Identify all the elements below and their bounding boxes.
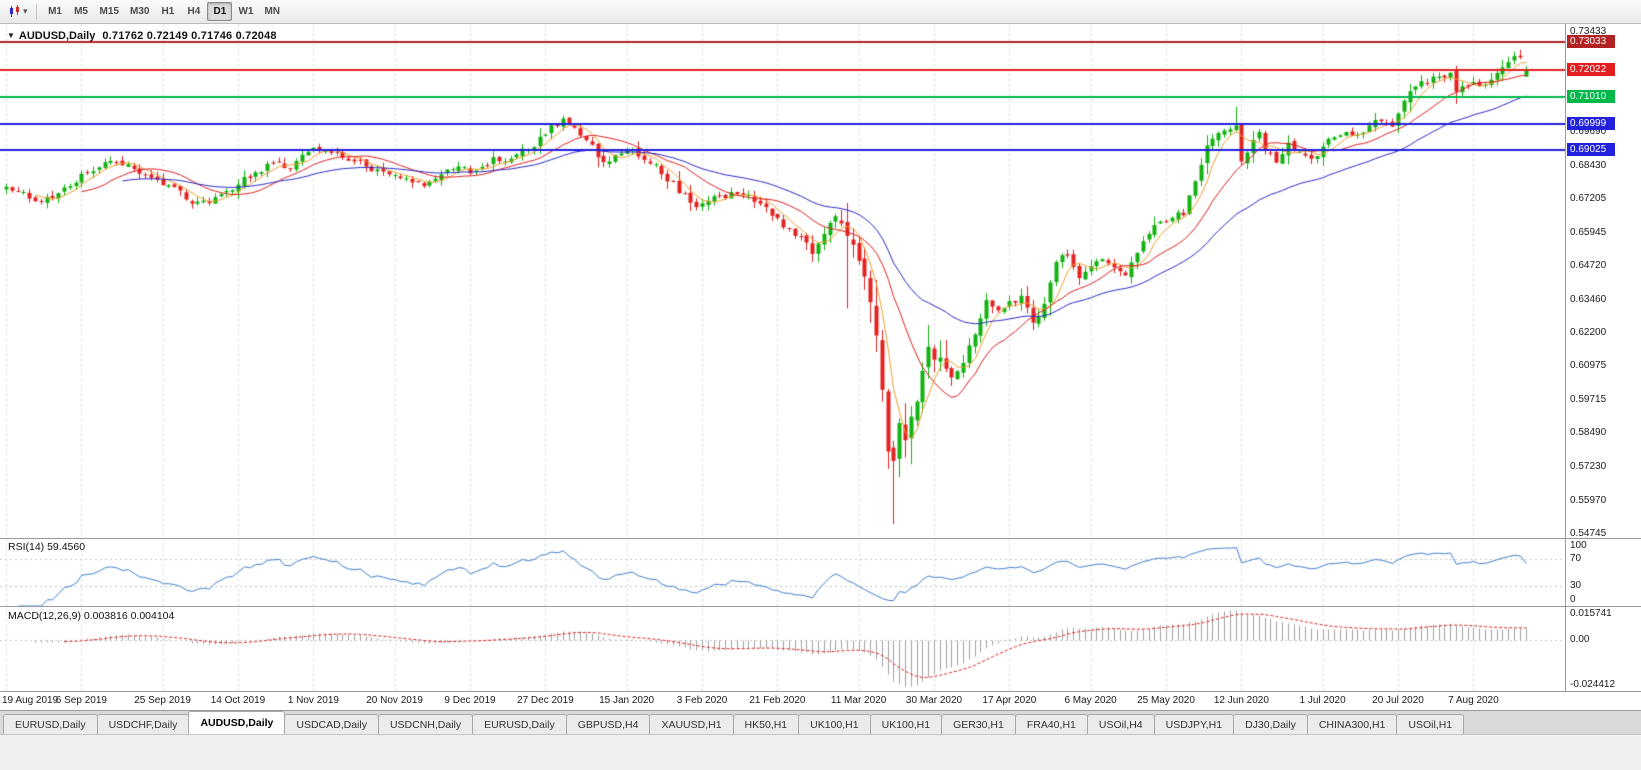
chart-tab-eurusd-daily[interactable]: EURUSD,Daily — [472, 714, 567, 734]
chart-tab-usdcad-daily[interactable]: USDCAD,Daily — [284, 714, 379, 734]
chart-tab-dj30-daily[interactable]: DJ30,Daily — [1233, 714, 1308, 734]
time-tick-label: 25 Sep 2019 — [134, 695, 191, 706]
time-tick-label: 30 Mar 2020 — [905, 695, 963, 706]
time-axis-separator — [0, 691, 1641, 692]
chart-tab-audusd-daily[interactable]: AUDUSD,Daily — [188, 711, 286, 734]
time-tick-label: 11 Mar 2020 — [830, 695, 887, 706]
price-tick-label: 0.59715 — [1570, 394, 1607, 406]
time-axis[interactable]: 19 Aug 2019 6 Sep 2019 25 Sep 2019 14 Oct 2… — [0, 692, 1641, 710]
chart-tab-usoil-h1[interactable]: USOil,H1 — [1396, 714, 1465, 734]
macd-tick-label: -0.024412 — [1570, 679, 1616, 690]
rsi-tick-label: 100 — [1570, 540, 1587, 551]
price-axis-border — [1565, 24, 1566, 691]
price-tick-label: 0.69690 — [1570, 126, 1607, 138]
price-tick-label: 0.57230 — [1570, 460, 1607, 472]
price-tick-label: 0.67205 — [1570, 192, 1607, 204]
price-tick-label: 0.63460 — [1570, 293, 1607, 305]
chart-tab-eurusd-daily[interactable]: EURUSD,Daily — [3, 714, 98, 734]
time-tick-label: 27 Dec 2019 — [517, 695, 574, 706]
chart-tab-uk100-h1[interactable]: UK100,H1 — [869, 714, 943, 734]
time-tick-label: 3 Feb 2020 — [676, 695, 728, 706]
time-tick-label: 21 Feb 2020 — [749, 695, 806, 706]
price-tick-label: 0.68430 — [1570, 160, 1607, 172]
status-bar — [0, 734, 1641, 770]
rsi-indicator-label: RSI(14) 59.4560 — [8, 541, 86, 553]
chart-tab-gbpusd-h4[interactable]: GBPUSD,H4 — [565, 714, 651, 734]
chart-marker-icon: ▼ — [7, 31, 15, 40]
chart-tab-fra40-h1[interactable]: FRA40,H1 — [1014, 714, 1088, 734]
rsi-tick-label: 0 — [1570, 594, 1576, 605]
price-line-badge[interactable]: 0.72022 — [1567, 62, 1615, 76]
timeframe-button-m1[interactable]: M1 — [48, 6, 62, 17]
timeframe-toolbar: M1 M5 M15 M30 H1 H4 D1 W1 MN — [43, 2, 285, 21]
chart-tabs-bar: EURUSD,Daily USDCHF,Daily AUDUSD,Daily USDC… — [0, 710, 1641, 734]
time-tick-label: 7 Aug 2020 — [1448, 695, 1499, 706]
price-tick-label: 0.62200 — [1570, 327, 1607, 339]
timeframe-button-w1[interactable]: W1 — [238, 6, 254, 17]
chart-symbol-label: AUDUSD,Daily — [18, 30, 96, 42]
timeframe-button-h1[interactable]: H1 — [161, 6, 175, 17]
timeframe-button-m5[interactable]: M5 — [74, 6, 88, 17]
chart-tab-usdchf-daily[interactable]: USDCHF,Daily — [96, 714, 190, 734]
time-tick-label: 9 Dec 2019 — [444, 695, 496, 706]
rsi-panel-separator[interactable] — [0, 538, 1641, 539]
toolbar-separator — [35, 3, 37, 20]
time-tick-label: 1 Nov 2019 — [287, 695, 339, 706]
macd-panel-separator[interactable] — [0, 606, 1641, 607]
timeframe-button-mn[interactable]: MN — [264, 6, 280, 17]
price-line-badge[interactable]: 0.69025 — [1567, 143, 1615, 157]
time-tick-label: 20 Nov 2019 — [366, 695, 423, 706]
chart-tab-usdcnh-daily[interactable]: USDCNH,Daily — [377, 714, 474, 734]
time-tick-label: 12 Jun 2020 — [1213, 695, 1269, 706]
price-tick-label: 0.60975 — [1570, 360, 1607, 372]
timeframe-button-d1[interactable]: D1 — [207, 2, 233, 21]
chart-ohlc-values: 0.71762 0.72149 0.71746 0.72048 — [102, 30, 277, 42]
price-tick-label: 0.64720 — [1570, 259, 1607, 271]
price-tick-label: 0.55970 — [1570, 494, 1607, 506]
price-line-badge[interactable]: 0.69999 — [1567, 116, 1615, 130]
top-toolbar: ▾ M1 M5 M15 M30 H1 H4 D1 W1 MN — [0, 0, 1641, 24]
macd-tick-label: 0.015741 — [1570, 608, 1612, 619]
chart-title: ▼ AUDUSD,Daily 0.71762 0.72149 0.71746 0.7… — [7, 30, 277, 42]
chart-type-icon[interactable] — [5, 3, 23, 21]
time-tick-label: 14 Oct 2019 — [210, 695, 266, 706]
price-tick-label: 0.54745 — [1570, 527, 1607, 539]
time-tick-label: 1 Jul 2020 — [1299, 695, 1346, 706]
time-tick-label: 25 May 2020 — [1137, 695, 1195, 706]
dropdown-caret-icon[interactable]: ▾ — [23, 6, 28, 16]
price-tick-label: 0.73433 — [1570, 25, 1607, 37]
price-chart-canvas[interactable] — [0, 24, 1565, 691]
chart-tab-uk100-h1[interactable]: UK100,H1 — [798, 714, 871, 734]
rsi-tick-label: 30 — [1570, 579, 1582, 591]
chart-tab-ger30-h1[interactable]: GER30,H1 — [941, 714, 1016, 734]
time-tick-label: 6 May 2020 — [1064, 695, 1117, 706]
price-tick-label: 0.58490 — [1570, 426, 1607, 438]
chart-tab-xauusd-h1[interactable]: XAUUSD,H1 — [649, 714, 734, 734]
time-tick-label: 20 Jul 2020 — [1372, 695, 1424, 706]
chart-tab-usoil-h4[interactable]: USOil,H4 — [1086, 714, 1155, 734]
timeframe-button-m15[interactable]: M15 — [99, 6, 119, 17]
price-line-badge[interactable]: 0.73033 — [1567, 35, 1615, 49]
timeframe-button-h4[interactable]: H4 — [187, 6, 201, 17]
time-tick-label: 17 Apr 2020 — [982, 695, 1037, 706]
price-tick-label: 0.65945 — [1570, 226, 1607, 238]
chart-tab-usdjpy-h1[interactable]: USDJPY,H1 — [1153, 714, 1235, 734]
chart-tab-china300-h1[interactable]: CHINA300,H1 — [1306, 714, 1398, 734]
rsi-tick-label: 70 — [1570, 553, 1582, 565]
timeframe-button-m30[interactable]: M30 — [129, 6, 150, 17]
macd-indicator-label: MACD(12,26,9) 0.003816 0.004104 — [8, 610, 175, 622]
time-tick-label: 6 Sep 2019 — [55, 695, 107, 706]
time-tick-label: 19 Aug 2019 — [2, 695, 59, 706]
time-tick-label: 15 Jan 2020 — [599, 695, 655, 706]
chart-tab-hk50-h1[interactable]: HK50,H1 — [732, 714, 800, 734]
price-line-badge[interactable]: 0.71010 — [1567, 89, 1615, 103]
macd-tick-label: 0.00 — [1570, 633, 1590, 645]
